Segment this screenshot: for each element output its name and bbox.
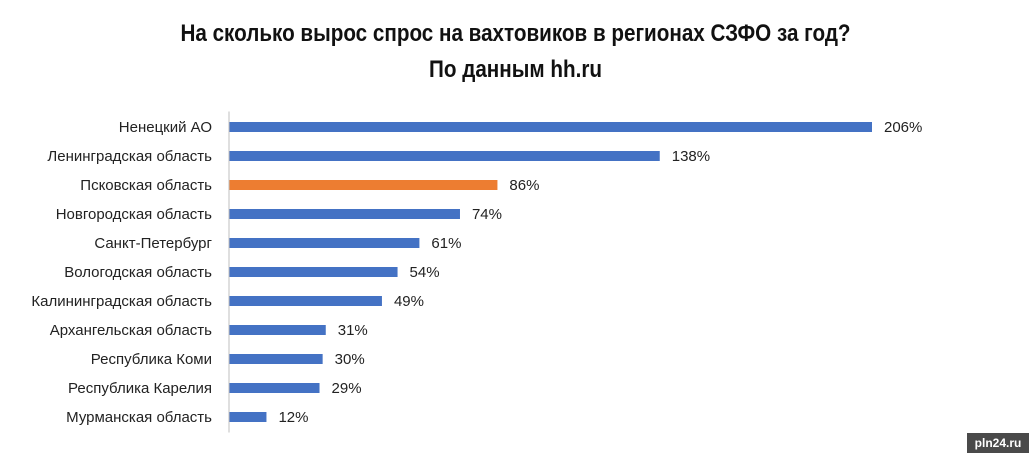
value-labels-group: 206% 138% 86% 74% 61% 54% 49% 31% 30% 29% 12% <box>278 119 922 426</box>
value-label-10: 12% <box>278 409 308 426</box>
bar-0 <box>229 122 872 132</box>
bar-10 <box>229 412 267 422</box>
bar-3 <box>229 209 460 219</box>
category-labels-group: Ненецкий АО Ленинградская область Псковска… <box>31 119 212 426</box>
category-label-9: Республика Карелия <box>68 380 212 397</box>
category-label-3: Новгородская область <box>56 206 212 223</box>
category-label-2: Псковская область <box>80 177 212 194</box>
category-label-6: Калининградская область <box>31 293 212 310</box>
bar-4 <box>229 238 420 248</box>
category-label-8: Республика Коми <box>91 351 212 368</box>
chart-subtitle: По данным hh.ru <box>429 56 602 83</box>
value-label-1: 138% <box>672 148 710 165</box>
value-label-5: 54% <box>410 264 440 281</box>
category-label-5: Вологодская область <box>64 264 212 281</box>
value-label-0: 206% <box>884 119 922 136</box>
bar-7 <box>229 325 326 335</box>
value-label-9: 29% <box>332 380 362 397</box>
value-label-7: 31% <box>338 322 368 339</box>
value-label-6: 49% <box>394 293 424 310</box>
bar-8 <box>229 354 323 364</box>
bar-9 <box>229 383 320 393</box>
watermark-logo: pln24.ru <box>967 433 1029 453</box>
category-label-4: Санкт-Петербург <box>94 235 212 252</box>
value-label-4: 61% <box>431 235 461 252</box>
bars-group <box>229 122 872 422</box>
category-label-10: Мурманская область <box>66 409 212 426</box>
value-label-3: 74% <box>472 206 502 223</box>
bar-1 <box>229 151 660 161</box>
bar-5 <box>229 267 398 277</box>
bar-2 <box>229 180 498 190</box>
value-label-2: 86% <box>509 177 539 194</box>
value-label-8: 30% <box>335 351 365 368</box>
category-label-0: Ненецкий АО <box>119 119 212 136</box>
category-label-7: Архангельская область <box>50 322 212 339</box>
category-label-1: Ленинградская область <box>47 148 212 165</box>
bar-6 <box>229 296 382 306</box>
chart-title: На сколько вырос спрос на вахтовиков в р… <box>180 20 851 47</box>
